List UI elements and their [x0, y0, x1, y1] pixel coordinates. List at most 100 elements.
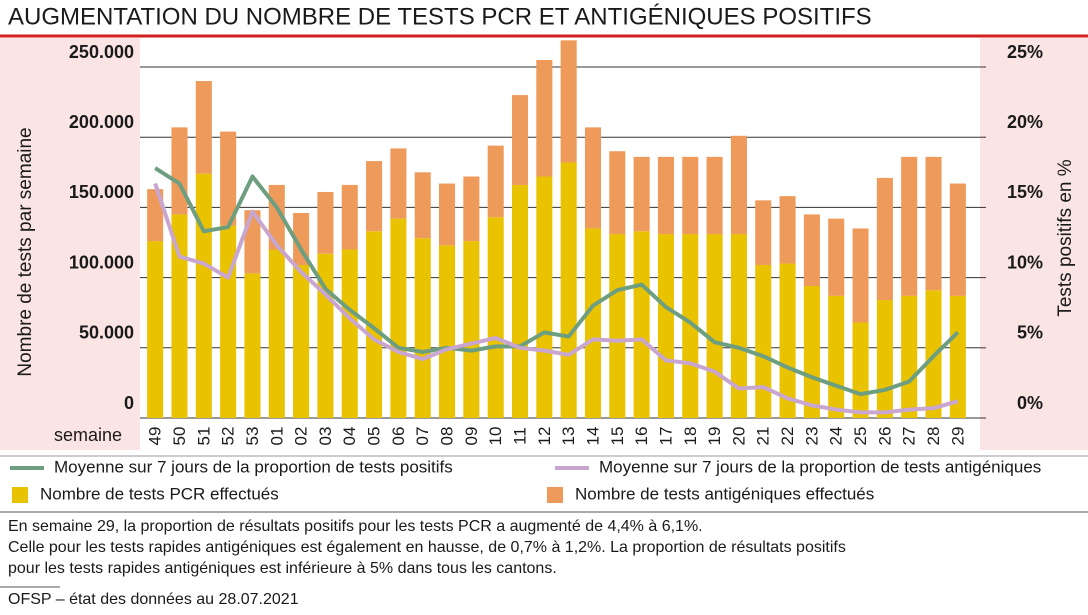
x-tick-label: 50 [170, 427, 189, 446]
x-tick-label: 52 [219, 427, 238, 446]
chart-title: AUGMENTATION DU NOMBRE DE TESTS PCR ET A… [8, 3, 872, 30]
line [154, 166, 960, 397]
x-tick-label: 04 [340, 427, 359, 446]
bar [171, 127, 188, 215]
bar [341, 184, 358, 250]
y2-tick-label: 5% [1017, 323, 1043, 343]
note: pour les tests rapides antigéniques est … [8, 560, 557, 577]
y2-tick-label: 20% [1007, 112, 1043, 132]
bar [876, 300, 893, 418]
bar [487, 217, 504, 418]
bar [293, 213, 310, 265]
legend-swatch [547, 487, 563, 503]
bar [657, 156, 674, 235]
bar [828, 295, 845, 418]
x-tick-label: 29 [948, 427, 967, 446]
bar [803, 214, 820, 287]
note: En semaine 29, la proportion de résultat… [8, 518, 703, 535]
y-tick-label: 250.000 [69, 42, 134, 62]
bar [366, 231, 383, 418]
bar [414, 238, 431, 418]
x-tick-label: 17 [656, 427, 675, 446]
x-tick-label: 09 [462, 427, 481, 446]
source: OFSP – état des données au 28.07.2021 [8, 591, 299, 608]
x-tick-label: 25 [851, 427, 870, 446]
bar [560, 40, 577, 163]
x-tick-label: 06 [389, 427, 408, 446]
bar [755, 200, 772, 265]
x-tick-label: 21 [754, 427, 773, 446]
bar [463, 241, 480, 418]
bar [779, 263, 796, 418]
x-tick-label: 22 [778, 427, 797, 446]
y-tick-label: 0 [124, 393, 134, 413]
legend-label: Moyenne sur 7 jours de la proportion de … [54, 457, 453, 476]
bar [633, 231, 650, 418]
x-tick-label: 51 [194, 427, 213, 446]
x-tick-label: 10 [486, 427, 505, 446]
x-tick-label: 20 [729, 427, 748, 446]
bar [366, 161, 383, 232]
x-tick-label: 05 [365, 427, 384, 446]
bar [901, 295, 918, 418]
x-tick-label: 07 [413, 427, 432, 446]
bar [876, 177, 893, 301]
y-tick-label: 100.000 [69, 252, 134, 272]
bar [341, 249, 358, 418]
x-tick-label: 49 [146, 427, 165, 446]
bar [682, 234, 699, 418]
bar [925, 156, 942, 291]
bar [682, 156, 699, 235]
x-tick-label: 53 [243, 427, 262, 446]
legend-label: Nombre de tests antigéniques effectués [575, 484, 874, 503]
bar [293, 264, 310, 418]
x-tick-label: 15 [608, 427, 627, 446]
bar [730, 234, 747, 418]
bar [195, 173, 212, 418]
bar [730, 135, 747, 235]
bar [536, 176, 553, 418]
bar [147, 241, 164, 418]
legend-swatch [12, 487, 28, 503]
bar [584, 127, 602, 229]
x-axis-label: semaine [54, 425, 122, 445]
x-tick-label: 14 [583, 427, 602, 446]
y2-tick-label: 25% [1007, 42, 1043, 62]
line [153, 182, 959, 415]
x-tick-label: 16 [632, 427, 651, 446]
y-tick-label: 200.000 [69, 112, 134, 132]
bar [511, 95, 529, 185]
bar [414, 172, 431, 239]
bar [755, 264, 772, 418]
y-tick-label: 150.000 [69, 182, 134, 202]
bar [609, 234, 626, 418]
bar [268, 249, 285, 418]
x-tick-label: 12 [535, 427, 554, 446]
y2-axis-label: Tests positifs en % [1055, 159, 1076, 316]
x-tick-label: 26 [875, 427, 894, 446]
x-tick-label: 01 [267, 427, 286, 446]
x-tick-label: 28 [924, 427, 943, 446]
bar [633, 156, 650, 232]
bar [852, 228, 869, 323]
bar [317, 191, 334, 254]
bar [244, 273, 261, 418]
bar [439, 245, 456, 418]
x-tick-label: 13 [559, 427, 578, 446]
x-tick-label: 23 [802, 427, 821, 446]
x-tick-label: 08 [438, 427, 457, 446]
bar [390, 218, 407, 418]
bar [828, 218, 845, 296]
bar [390, 148, 407, 219]
y2-tick-label: 15% [1007, 182, 1043, 202]
note: Celle pour les tests rapides antigénique… [8, 539, 846, 556]
x-tick-label: 11 [510, 427, 529, 445]
bar [949, 183, 966, 296]
bar [706, 156, 723, 235]
x-tick-label: 18 [681, 427, 700, 446]
x-tick-label: 03 [316, 427, 335, 446]
bar [463, 176, 480, 242]
bar [609, 151, 626, 235]
bar [779, 196, 796, 264]
